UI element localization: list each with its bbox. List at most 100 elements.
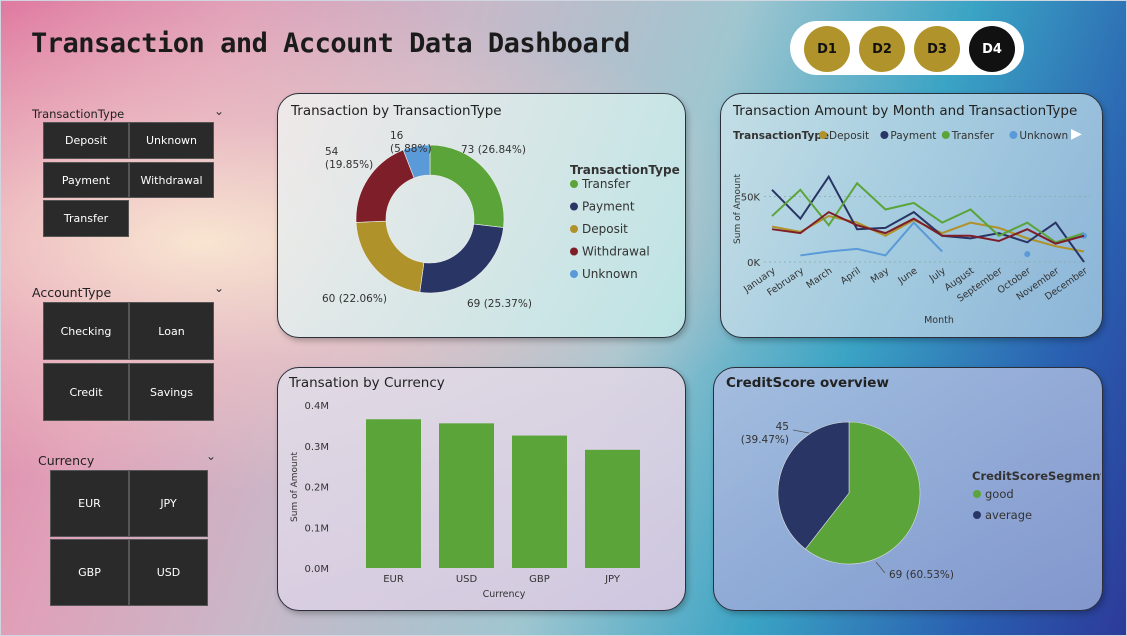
line-x-tick-label: June [895, 265, 919, 287]
legend-label-deposit: Deposit [829, 130, 869, 142]
donut-legend-title: TransactionType [570, 163, 680, 177]
line-y-tick-label: 50K [741, 192, 761, 203]
slicer-item-gbp[interactable]: GBP [50, 539, 129, 606]
bar-gbp [512, 435, 567, 568]
slicer-item-loan[interactable]: Loan [129, 302, 214, 360]
pie-legend-title: CreditScoreSegment [972, 469, 1101, 483]
chart-title-donut: Transaction by TransactionType [291, 103, 502, 119]
legend-label-transfer: Transfer [951, 130, 995, 142]
legend-label-good: good [985, 487, 1014, 501]
slicer-item-savings[interactable]: Savings [129, 363, 214, 421]
legend-marker-deposit [570, 225, 578, 233]
bar-eur [366, 419, 421, 568]
line-chart: TransactionType Deposit Payment Transfer Unk… [733, 130, 1090, 326]
bar-chart: 0.0M 0.1M 0.2M 0.3M 0.4M EUR USD GBP JPY Currency… [290, 401, 640, 600]
donut-data-label: 60 (22.06%) [322, 293, 387, 305]
slicer-item-transfer[interactable]: Transfer [43, 200, 129, 237]
pie-data-label: 69 (60.53%) [889, 569, 954, 581]
bar-y-tick-label: 0.3M [304, 442, 329, 453]
slicer-item-unknown[interactable]: Unknown [129, 122, 214, 159]
page-title: Transaction and Account Data Dashboard [31, 28, 630, 59]
line-point-unknown [1024, 251, 1031, 258]
line-series-withdrawal [771, 210, 1085, 245]
donut-slice-payment [419, 223, 504, 294]
bar-y-axis-label: Sum of Amount [290, 452, 300, 522]
donut-data-label: 69 (25.37%) [467, 298, 532, 310]
slicer-item-withdrawal[interactable]: Withdrawal [129, 162, 214, 198]
bar-y-tick-label: 0.4M [304, 401, 329, 412]
legend-label-unknown: Unknown [582, 267, 638, 281]
line-series-unknown [800, 223, 1084, 256]
bar-y-tick-label: 0.1M [304, 523, 329, 534]
nav-button-d2[interactable]: D2 [859, 26, 905, 72]
nav-button-d1[interactable]: D1 [804, 26, 850, 72]
legend-marker-unknown [570, 270, 578, 278]
pie-leader-line [875, 561, 886, 574]
donut-data-label: 73 (26.84%) [461, 144, 526, 156]
slicer-item-credit[interactable]: Credit [43, 363, 129, 421]
line-x-tick-label: May [869, 265, 892, 285]
slicer-title-transaction-type: TransactionType [32, 107, 125, 121]
donut-slice-transfer [429, 144, 505, 228]
legend-label-unknown: Unknown [1019, 130, 1068, 142]
legend-label-payment: Payment [890, 130, 936, 142]
legend-label-transfer: Transfer [581, 177, 630, 191]
bar-y-tick-label: 0.0M [304, 564, 329, 575]
line-legend-title: TransactionType [733, 130, 829, 142]
chart-title-bar: Transation by Currency [289, 375, 445, 391]
chevron-down-icon[interactable]: ⌄ [214, 104, 225, 118]
donut-slice-unknown [402, 144, 431, 179]
pie-leader-line [792, 429, 810, 434]
pie-data-label: 45 [776, 421, 789, 433]
bar-usd [439, 423, 494, 568]
slicer-item-deposit[interactable]: Deposit [43, 122, 129, 159]
legend-marker-good [973, 490, 981, 498]
bar-x-tick-label: USD [456, 574, 478, 585]
line-series-transfer [771, 181, 1085, 244]
legend-label-withdrawal: Withdrawal [582, 245, 650, 259]
nav-button-d3[interactable]: D3 [914, 26, 960, 72]
slicer-item-checking[interactable]: Checking [43, 302, 129, 360]
card-amount-by-month [720, 93, 1103, 338]
donut-chart: 73 (26.84%) 69 (25.37%) 60 (22.06%) 54(19.8… [322, 130, 680, 310]
legend-marker-payment [880, 131, 889, 139]
pie-slice-average [777, 421, 850, 550]
nav-button-d4[interactable]: D4 [969, 26, 1015, 72]
line-series-payment [771, 174, 1085, 263]
slicer-item-payment[interactable]: Payment [43, 162, 129, 198]
bar-x-tick-label: JPY [604, 574, 621, 585]
slicer-item-usd[interactable]: USD [129, 539, 208, 606]
legend-marker-average [973, 511, 981, 519]
donut-data-label: 16 [390, 130, 404, 142]
chart-title-pie: CreditScore overview [726, 375, 889, 391]
legend-label-deposit: Deposit [582, 222, 628, 236]
pie-chart: 69 (60.53%) 45(39.47%) CreditScoreSegment g… [741, 421, 1101, 581]
legend-marker-transfer [570, 180, 578, 188]
legend-label-payment: Payment [582, 200, 635, 214]
bar-x-tick-label: GBP [529, 574, 550, 585]
line-x-tick-label: March [804, 265, 834, 291]
legend-label-average: average [985, 508, 1032, 522]
chevron-down-icon[interactable]: ⌄ [206, 449, 217, 463]
legend-marker-deposit [819, 131, 827, 139]
donut-data-label: (5.88%) [390, 143, 432, 155]
pie-slice-good [804, 421, 921, 565]
slicer-title-account-type: AccountType [32, 285, 112, 300]
legend-next-icon[interactable]: ▶ [1071, 126, 1082, 142]
legend-marker-payment [570, 202, 578, 211]
chevron-down-icon[interactable]: ⌄ [214, 281, 225, 295]
bar-x-tick-label: EUR [383, 574, 404, 585]
slicer-title-currency: Currency [38, 453, 95, 468]
pie-data-label: (39.47%) [741, 434, 789, 446]
bar-jpy [585, 449, 640, 568]
bar-x-axis-label: Currency [483, 589, 526, 600]
line-y-axis-label: Sum of Amount [733, 174, 743, 244]
donut-data-label: 54 [325, 146, 339, 158]
line-x-axis-label: Month [924, 315, 954, 326]
line-x-tick-label: April [839, 265, 863, 286]
slicer-item-eur[interactable]: EUR [50, 470, 129, 537]
donut-slice-deposit [355, 220, 425, 293]
slicer-item-jpy[interactable]: JPY [129, 470, 208, 537]
legend-marker-withdrawal [570, 247, 578, 256]
legend-marker-unknown [1009, 131, 1018, 139]
